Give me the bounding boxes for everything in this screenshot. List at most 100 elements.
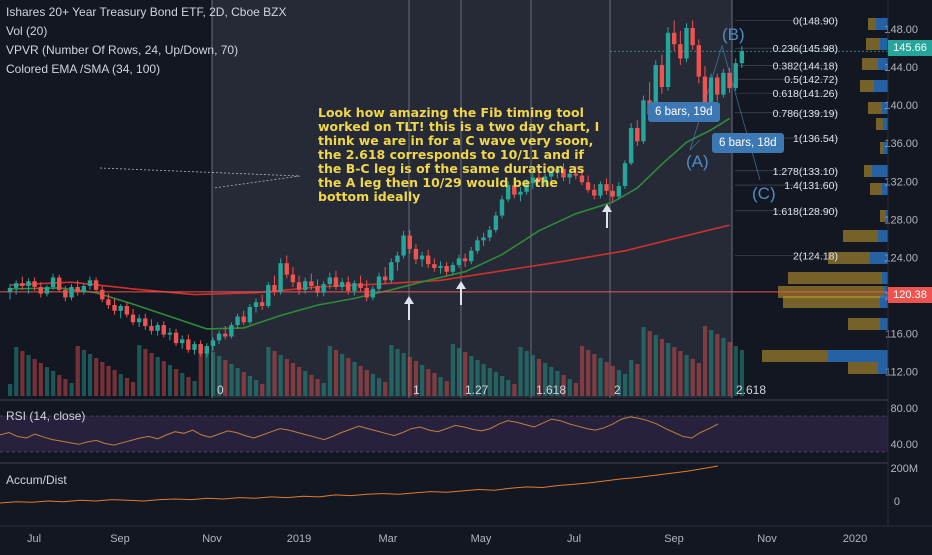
candle-body (235, 316, 240, 326)
candle-body (524, 183, 529, 192)
volume-bar (530, 355, 535, 396)
vpvr-bar-down (876, 18, 888, 30)
fib-level-label: 0(148.90) (793, 15, 838, 27)
volume-bar (57, 375, 62, 396)
volume-bar (500, 376, 505, 396)
wave-label: (C) (752, 184, 776, 203)
vpvr-bar-down (882, 272, 888, 284)
candle-body (266, 285, 271, 307)
candle-body (622, 163, 628, 187)
candle-body (303, 281, 308, 290)
vpvr-bar-down (872, 165, 888, 177)
volume-bar (217, 356, 222, 396)
candle-body (419, 255, 425, 260)
vpvr-bar-down (878, 58, 888, 70)
text-annotation[interactable]: Look how amazing the Fib timing tool wor… (318, 105, 600, 204)
wave-label: (A) (686, 152, 709, 171)
candle-body (628, 127, 634, 164)
bars-range-badge-2[interactable]: 6 bars, 18d (712, 133, 784, 153)
vpvr-bar-down (885, 210, 888, 222)
candle-body (518, 191, 523, 195)
candle-body (684, 27, 689, 59)
fib-level-label: 0.382(144.18) (773, 60, 838, 72)
volume-bar (124, 378, 130, 396)
volume-bar (377, 378, 382, 396)
vpvr-bar-up (860, 80, 874, 92)
candle-body (161, 325, 166, 335)
candle-body (100, 289, 105, 300)
candle-body (665, 32, 671, 88)
volume-bar (340, 354, 345, 396)
volume-bar (174, 369, 179, 396)
candle-body (118, 306, 123, 311)
vpvr-bar-up (848, 318, 880, 330)
volume-bar (456, 348, 462, 396)
volume-bar (118, 374, 123, 396)
price-axis-tick: 132.00 (884, 176, 918, 188)
volume-bar (235, 368, 240, 396)
candle-body (739, 51, 745, 64)
volume-bar (364, 370, 369, 396)
volume-bar (131, 382, 136, 396)
time-axis-tick: Sep (110, 533, 130, 545)
volume-bar (352, 362, 357, 396)
time-axis-tick: May (471, 533, 492, 545)
fib-level-label: 0.786(139.19) (773, 108, 838, 120)
fib-level-label: 1.4(131.60) (784, 180, 838, 192)
candle-body (339, 282, 345, 287)
current-price-tag: 145.66 (888, 40, 932, 56)
volume-bar (407, 357, 412, 396)
candle-body (530, 177, 535, 184)
symbol-title[interactable]: Ishares 20+ Year Treasury Bond ETF, 2D, … (6, 5, 287, 19)
volume-bar (26, 355, 31, 396)
candle-body (426, 255, 431, 265)
accum-axis-tick: 200M (890, 463, 918, 475)
volume-bar (346, 358, 351, 396)
volume-bar (536, 359, 542, 396)
volume-bar (14, 347, 19, 396)
candle-body (173, 332, 179, 344)
candle-body (579, 175, 585, 183)
volume-bar (690, 359, 695, 396)
rsi-line (0, 416, 719, 446)
volume-bar (87, 354, 93, 396)
volume-bar (426, 369, 431, 396)
volume-bar (389, 345, 394, 396)
candle-body (216, 333, 222, 341)
candle-body (702, 76, 708, 103)
candle-body (198, 344, 203, 354)
volume-bar (709, 330, 714, 396)
volume-bar (229, 364, 234, 396)
volume-bar (81, 350, 86, 396)
candle-body (38, 286, 43, 294)
accum-dist-pane-label[interactable]: Accum/Dist (6, 473, 67, 487)
rsi-pane-label[interactable]: RSI (14, close) (6, 409, 86, 423)
volume-bar (629, 360, 634, 396)
candle-body (241, 316, 246, 323)
candle-body (499, 199, 505, 216)
volume-bar (733, 346, 738, 396)
time-axis-tick: Mar (379, 533, 398, 545)
candle-body (278, 263, 283, 292)
candle-body (272, 285, 277, 292)
fib-level-label: 1.278(133.10) (773, 166, 838, 178)
volume-bar (543, 363, 548, 396)
volume-bar (20, 351, 25, 396)
vol-indicator-label[interactable]: Vol (20) (6, 24, 48, 38)
ema-sma-indicator-label[interactable]: Colored EMA /SMA (34, 100) (6, 62, 161, 76)
candle-body (69, 286, 74, 298)
volume-bar (653, 335, 658, 396)
candle-body (259, 302, 265, 307)
candle-body (321, 284, 326, 293)
time-axis-tick: Sep (664, 533, 684, 545)
candle-body (247, 306, 253, 323)
volume-bar (604, 362, 609, 396)
candle-body (106, 299, 111, 306)
candle-body (229, 325, 234, 337)
bars-range-badge-1[interactable]: 6 bars, 19d (648, 102, 720, 122)
vpvr-indicator-label[interactable]: VPVR (Number Of Rows, 24, Up/Down, 70) (6, 43, 239, 57)
rsi-band (0, 416, 888, 452)
volume-bar (38, 363, 43, 396)
